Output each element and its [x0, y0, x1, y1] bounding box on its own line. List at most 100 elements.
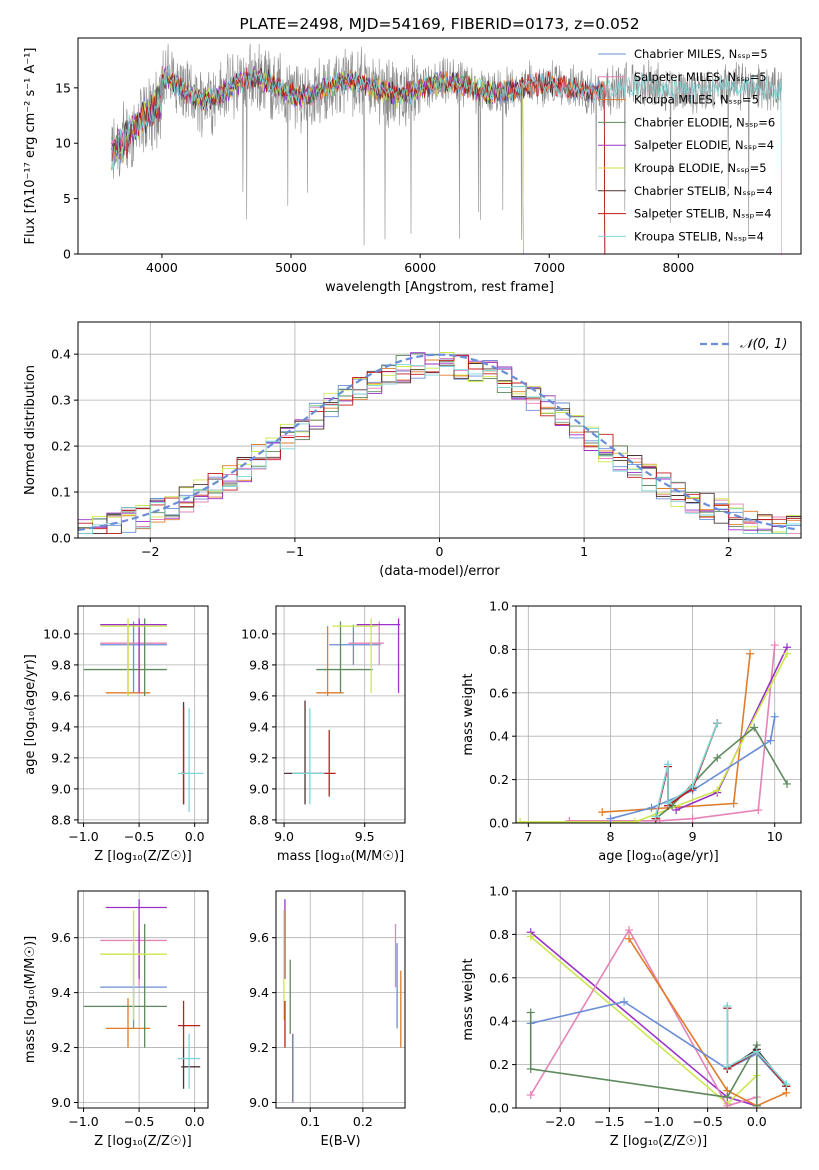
- weight-point-marker: [723, 1002, 732, 1011]
- y-axis-label: mass weight: [461, 958, 476, 1040]
- legend-label: Salpeter MILES, Nₛₛₚ=5: [634, 70, 767, 84]
- x-axis-label: wavelength [Angstrom, rest frame]: [325, 280, 554, 295]
- y-tick-label: 8.8: [51, 812, 71, 827]
- x-tick-label: −1.0: [643, 1114, 673, 1129]
- axes-frame: [77, 37, 802, 255]
- y-axis-label: Flux [fλ10⁻¹⁷ erg cm⁻² s⁻¹ A⁻¹]: [23, 48, 38, 245]
- x-tick-label: 7: [524, 829, 532, 844]
- y-tick-label: 0.1: [51, 485, 71, 500]
- x-tick-label: 0.0: [185, 829, 205, 844]
- weight-series-line: [726, 1006, 787, 1085]
- legend-label: Chabrier STELIB, Nₛₛₚ=4: [634, 184, 773, 198]
- weight-point-marker: [750, 723, 759, 732]
- y-tick-label: 0.2: [51, 439, 71, 454]
- plot-area-residuals: [78, 352, 801, 534]
- panel-mass_vs_age: [272, 605, 406, 827]
- plot-area-z_weights: [526, 926, 791, 1108]
- y-tick-label: 9.6: [249, 930, 269, 945]
- y-tick-label: 9.8: [249, 657, 269, 672]
- x-axis-label: Z [log₁₀(Z/Z☉)]: [610, 1134, 707, 1149]
- y-axis-label: age [log₁₀(age/yr)]: [23, 654, 38, 775]
- y-tick-label: 9.0: [51, 781, 71, 796]
- y-tick-label: 9.4: [249, 719, 269, 734]
- x-axis-label: mass [log₁₀(M/M☉)]: [277, 849, 404, 864]
- panel-residuals: [74, 321, 802, 542]
- y-tick-label: 0.0: [51, 531, 71, 546]
- weight-point-marker: [713, 753, 722, 762]
- x-axis-label: Z [log₁₀(Z/Z☉)]: [94, 849, 191, 864]
- x-tick-label: 0.1: [300, 1114, 320, 1129]
- panel-z_vs_age: [74, 605, 209, 827]
- y-tick-label: 0: [63, 247, 71, 262]
- y-tick-label: 0.8: [489, 642, 509, 657]
- weight-series-line: [520, 653, 788, 823]
- legend-label: Salpeter ELODIE, Nₛₛₚ=4: [634, 138, 774, 152]
- y-tick-label: 9.0: [249, 1095, 269, 1110]
- y-tick-label: 0.3: [51, 393, 71, 408]
- y-tick-label: 10.0: [43, 626, 71, 641]
- y-tick-label: 0.4: [489, 729, 509, 744]
- axes-frame: [77, 605, 209, 824]
- y-tick-label: 5: [63, 191, 71, 206]
- legend-label: 𝒩(0, 1): [740, 337, 787, 352]
- x-tick-label: 0.0: [747, 1114, 767, 1129]
- y-tick-label: 0.4: [489, 1014, 509, 1029]
- weight-point-marker: [625, 926, 634, 935]
- y-axis-label: Normed distribution: [23, 365, 38, 495]
- panel-z_weights: [512, 890, 802, 1112]
- y-tick-label: 9.2: [51, 1040, 71, 1055]
- weight-point-marker: [713, 719, 722, 728]
- plot-area-z_vs_age: [83, 618, 204, 813]
- x-tick-label: −0.5: [124, 829, 154, 844]
- weight-point-marker: [672, 805, 681, 814]
- gaussian-curve: [78, 353, 799, 531]
- weight-point-marker: [620, 997, 629, 1006]
- y-tick-label: 9.6: [51, 688, 71, 703]
- x-tick-label: 9.0: [274, 829, 294, 844]
- weight-point-marker: [766, 736, 775, 745]
- x-tick-label: −0.5: [124, 1114, 154, 1129]
- y-tick-label: 9.2: [51, 750, 71, 765]
- y-tick-label: 9.2: [249, 1040, 269, 1055]
- weight-point-marker: [526, 932, 535, 941]
- x-tick-label: 7000: [533, 260, 565, 275]
- weight-point-marker: [655, 816, 664, 823]
- x-tick-label: 0.2: [353, 1114, 373, 1129]
- weight-point-marker: [752, 1047, 761, 1056]
- weight-point-marker: [783, 649, 792, 658]
- x-axis-label: age [log₁₀(age/yr)]: [598, 849, 719, 864]
- y-tick-label: 0.2: [489, 772, 509, 787]
- weight-point-marker: [723, 1093, 732, 1102]
- x-tick-label: −1.0: [68, 1114, 98, 1129]
- weight-series-line: [654, 722, 718, 819]
- y-tick-label: 9.4: [51, 985, 71, 1000]
- y-tick-label: 0.4: [51, 347, 71, 362]
- x-axis-label: E(B-V): [320, 1134, 360, 1149]
- y-tick-label: 9.0: [51, 1095, 71, 1110]
- x-tick-label: 0: [436, 544, 444, 559]
- y-tick-label: 1.0: [489, 599, 509, 614]
- weight-point-marker: [625, 934, 634, 943]
- legend-label: Kroupa ELODIE, Nₛₛₚ=5: [634, 161, 767, 175]
- y-tick-label: 10: [55, 136, 71, 151]
- y-tick-label: 15: [55, 80, 71, 95]
- weight-point-marker: [713, 786, 722, 795]
- y-tick-label: 9.6: [51, 930, 71, 945]
- legend-label: Chabrier ELODIE, Nₛₛₚ=6: [634, 115, 775, 129]
- legend-label: Kroupa STELIB, Nₛₛₚ=4: [634, 229, 764, 243]
- weight-point-marker: [526, 1064, 535, 1073]
- plot-area-age_weights: [516, 641, 792, 823]
- weight-series-line: [654, 722, 718, 819]
- x-tick-label: −1: [286, 544, 304, 559]
- weight-point-marker: [752, 1101, 761, 1108]
- y-tick-label: 0.0: [489, 1101, 509, 1116]
- x-tick-label: −1.0: [68, 829, 98, 844]
- x-tick-label: −0.5: [692, 1114, 722, 1129]
- weight-point-marker: [688, 814, 697, 823]
- y-tick-label: 0.6: [489, 685, 509, 700]
- x-axis-label: (data-model)/error: [379, 564, 500, 579]
- weight-series-line: [530, 931, 758, 1107]
- weight-series-line: [569, 645, 776, 822]
- y-tick-label: 9.6: [249, 688, 269, 703]
- weight-point-marker: [565, 816, 574, 823]
